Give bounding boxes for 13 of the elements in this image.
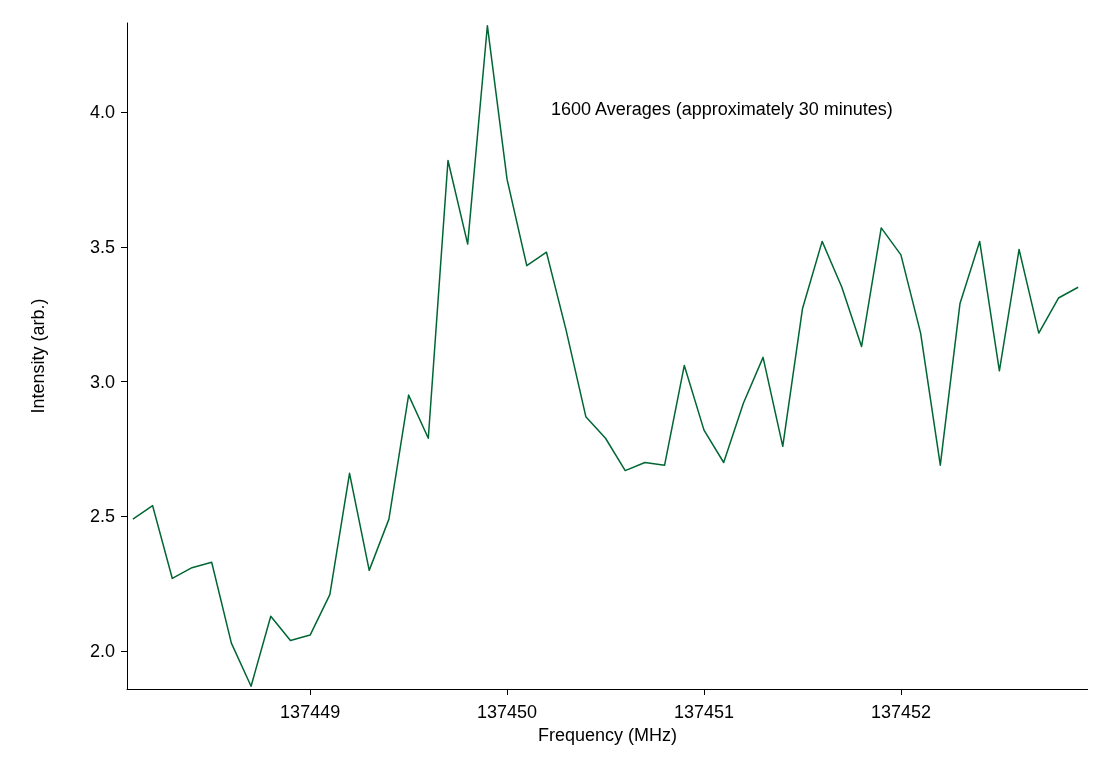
y-axis-title: Intensity (arb.) [28, 298, 48, 414]
x-tick-label: 137450 [477, 702, 538, 722]
x-tick-label: 137451 [673, 702, 735, 722]
x-tick-label: 137452 [870, 702, 931, 722]
y-tick-label: 2.5 [89, 506, 115, 527]
x-axis-title: Frequency (MHz) [537, 724, 678, 745]
line-series [132, 24, 1079, 688]
y-tick-label: 4.0 [89, 101, 115, 122]
x-tick-label: 137449 [280, 702, 341, 722]
annotation: 1600 Averages (approximately 30 minutes) [551, 99, 893, 119]
y-tick-label: 3.5 [89, 236, 115, 257]
y-tick-label: 3.0 [89, 371, 115, 392]
y-tick-label: 2.0 [89, 641, 115, 662]
